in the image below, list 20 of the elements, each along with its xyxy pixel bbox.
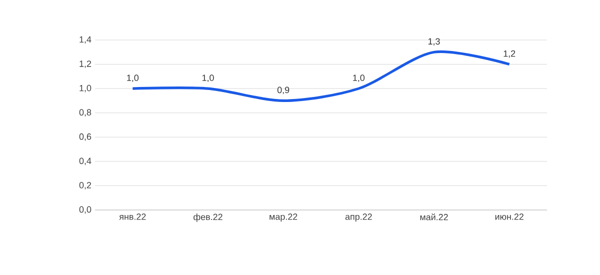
y-tick-label: 0,6	[79, 133, 92, 141]
data-label: 0,9	[277, 86, 290, 94]
x-tick-label: фев.22	[194, 214, 222, 222]
data-label: 1,0	[202, 74, 214, 82]
data-label: 1,2	[504, 50, 516, 58]
y-tick-label: 0,8	[79, 109, 92, 117]
x-tick-label: мар.22	[270, 214, 298, 222]
y-tick-label: 1,4	[80, 36, 92, 44]
data-label: 1,0	[127, 74, 139, 82]
y-tick-label: 0,0	[79, 206, 92, 214]
data-label: 1,0	[353, 74, 365, 82]
x-tick-label: янв.22	[119, 214, 146, 220]
x-tick-label: май.22	[420, 214, 448, 220]
y-tick-label: 1,2	[80, 60, 92, 68]
x-tick-label: июн.22	[495, 214, 524, 220]
y-tick-label: 0,2	[79, 182, 92, 190]
y-tick-label: 0,4	[79, 158, 92, 166]
data-label: 1,3	[428, 38, 440, 46]
y-tick-label: 1,0	[80, 84, 92, 92]
x-tick-label: апр.22	[345, 214, 372, 222]
